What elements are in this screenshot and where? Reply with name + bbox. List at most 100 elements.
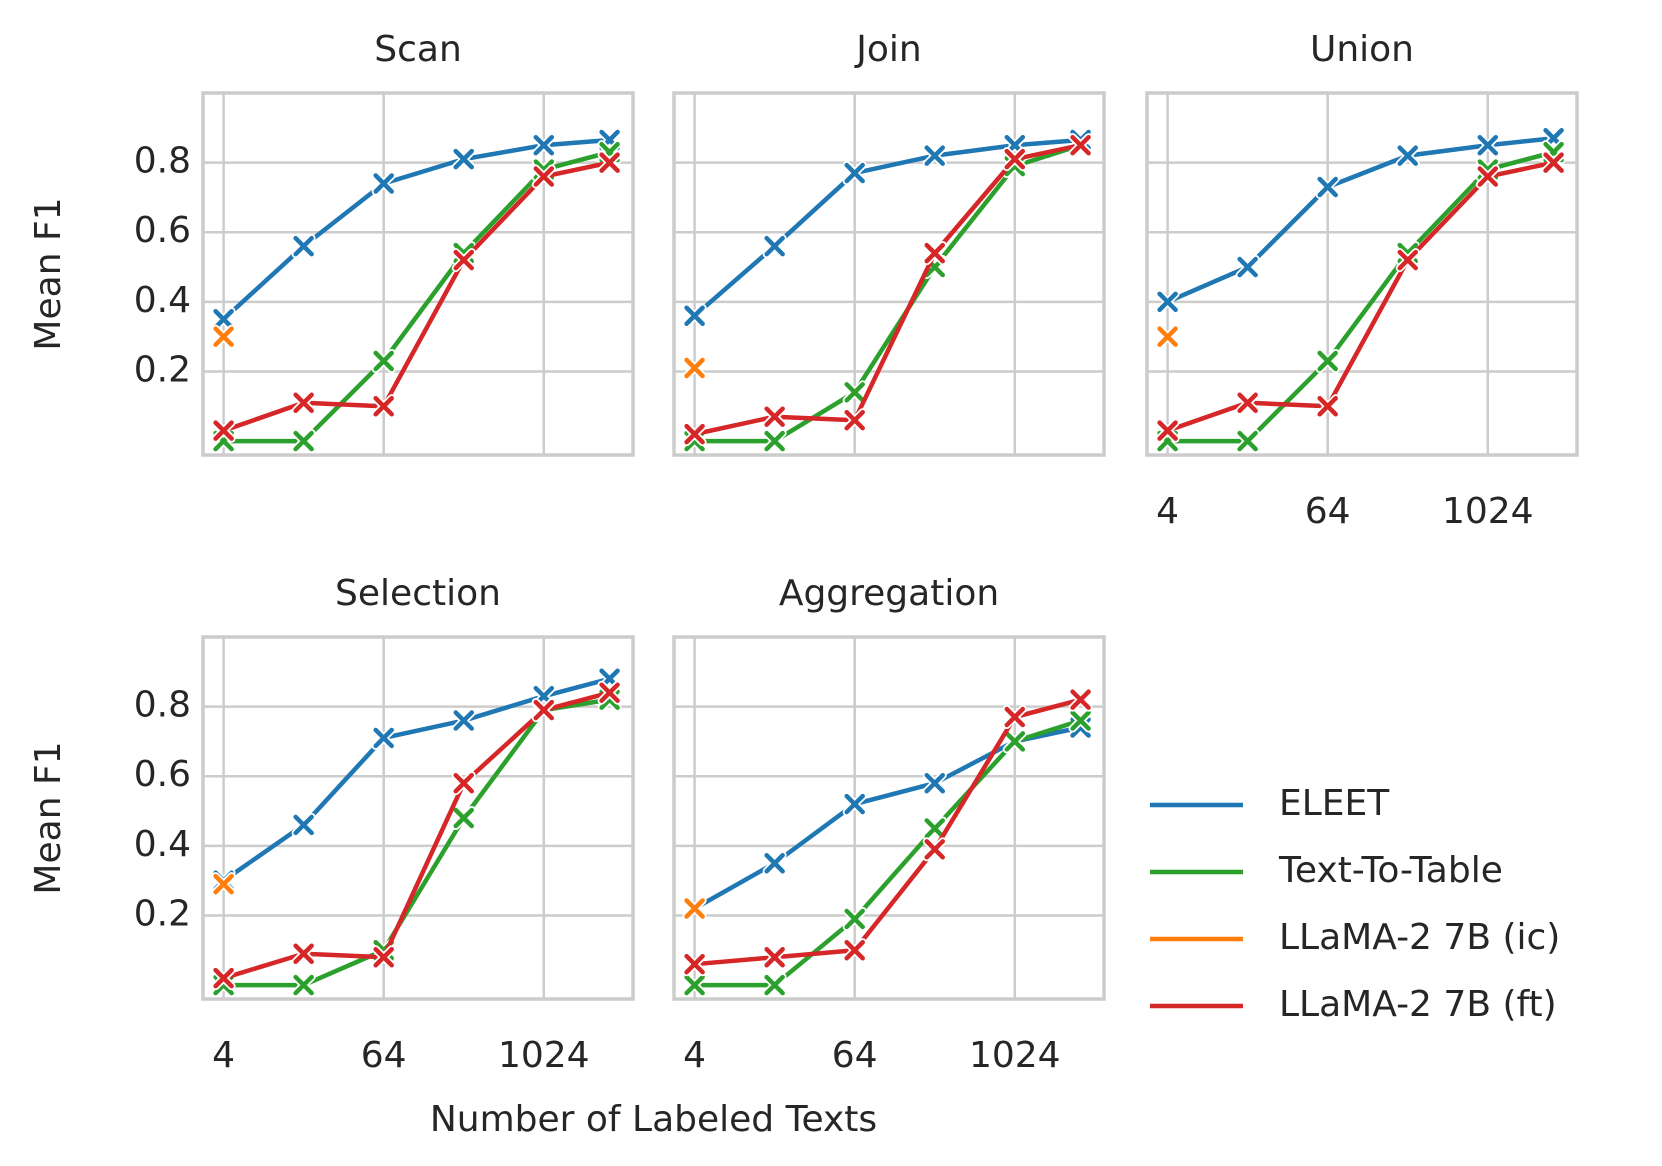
data-marker bbox=[211, 966, 236, 991]
data-marker bbox=[1155, 324, 1180, 349]
series-line bbox=[222, 676, 611, 883]
series-line bbox=[694, 718, 1082, 988]
data-marker bbox=[762, 234, 787, 259]
marker-x bbox=[1237, 256, 1258, 278]
marker-x bbox=[453, 772, 474, 794]
x-tick-label: 1024 bbox=[1442, 491, 1534, 532]
marker-x bbox=[1317, 350, 1338, 372]
x-tick-label: 64 bbox=[1305, 491, 1351, 532]
marker-x bbox=[764, 430, 785, 452]
data-marker bbox=[682, 973, 707, 998]
series-line bbox=[1166, 160, 1555, 433]
data-marker bbox=[1068, 133, 1093, 158]
x-tick-label: 4 bbox=[683, 1035, 706, 1076]
marker-x bbox=[373, 350, 394, 372]
data-marker bbox=[1315, 174, 1340, 199]
data-marker bbox=[211, 324, 236, 349]
marker-x bbox=[213, 326, 234, 347]
y-tick-label: 0.2 bbox=[134, 893, 191, 934]
y-tick-label: 0.6 bbox=[134, 210, 191, 251]
marker-x bbox=[213, 309, 234, 330]
marker-x bbox=[599, 682, 620, 703]
data-marker bbox=[1235, 429, 1260, 454]
marker-x bbox=[924, 839, 945, 860]
data-marker bbox=[682, 952, 707, 977]
marker-x bbox=[1477, 166, 1499, 187]
data-marker bbox=[1002, 729, 1027, 754]
marker-x bbox=[213, 420, 234, 441]
marker-x bbox=[684, 953, 705, 975]
panel-title: Selection bbox=[335, 573, 501, 614]
plot-frame bbox=[672, 91, 1106, 457]
marker-x bbox=[453, 710, 474, 731]
marker-x bbox=[1317, 176, 1338, 198]
marker-x bbox=[1477, 134, 1499, 156]
data-marker bbox=[451, 248, 476, 273]
legend-label: ELEET bbox=[1279, 783, 1390, 824]
x-tick-label: 1024 bbox=[498, 1035, 590, 1076]
marker-x bbox=[293, 430, 314, 452]
data-marker bbox=[1475, 133, 1500, 158]
data-marker bbox=[842, 161, 867, 186]
legend-label: LLaMA-2 7B (ft) bbox=[1279, 984, 1557, 1025]
marker-x bbox=[924, 145, 945, 166]
data-marker bbox=[531, 133, 556, 158]
series-line bbox=[693, 137, 1081, 318]
data-marker bbox=[1235, 390, 1260, 415]
marker-x bbox=[924, 242, 945, 264]
data-marker bbox=[1068, 687, 1093, 712]
data-marker bbox=[1002, 705, 1027, 730]
marker-x bbox=[764, 946, 785, 968]
data-marker bbox=[451, 147, 476, 172]
y-tick-label: 0.4 bbox=[134, 280, 191, 321]
marker-x bbox=[1397, 145, 1418, 166]
data-marker bbox=[291, 973, 316, 998]
marker-x bbox=[844, 162, 865, 184]
data-marker bbox=[762, 973, 787, 998]
y-axis-label: Mean F1 bbox=[28, 197, 69, 350]
x-tick-label: 4 bbox=[1156, 491, 1179, 532]
marker-x bbox=[684, 423, 705, 445]
legend-label: LLaMA-2 7B (ic) bbox=[1279, 917, 1560, 958]
data-marker bbox=[597, 680, 622, 705]
y-tick-label: 0.6 bbox=[134, 754, 191, 795]
marker-x bbox=[533, 134, 555, 156]
data-marker bbox=[922, 816, 947, 841]
data-marker bbox=[371, 725, 396, 750]
series-line bbox=[1167, 149, 1555, 444]
data-marker bbox=[682, 355, 707, 380]
marker-x bbox=[1237, 430, 1258, 452]
marker-x bbox=[684, 357, 705, 379]
series-line bbox=[694, 143, 1082, 444]
marker-x bbox=[1157, 420, 1178, 441]
marker-x bbox=[293, 392, 314, 414]
data-marker bbox=[451, 708, 476, 733]
marker-x bbox=[1004, 731, 1026, 752]
plot-frame bbox=[201, 91, 635, 457]
data-marker bbox=[1395, 248, 1420, 273]
marker-x bbox=[533, 699, 555, 721]
data-marker bbox=[211, 307, 236, 332]
marker-x bbox=[1157, 291, 1178, 313]
data-marker bbox=[1235, 255, 1260, 280]
marker-x bbox=[844, 793, 865, 815]
marker-x bbox=[373, 173, 394, 194]
marker-x bbox=[213, 967, 234, 989]
series-line bbox=[694, 697, 1082, 967]
y-tick-label: 0.2 bbox=[134, 349, 191, 390]
x-tick-label: 64 bbox=[832, 1035, 878, 1076]
data-marker bbox=[371, 945, 396, 970]
x-tick-label: 64 bbox=[361, 1035, 407, 1076]
marker-x bbox=[293, 814, 314, 836]
data-marker bbox=[1068, 708, 1093, 733]
marker-x bbox=[453, 807, 474, 829]
data-marker bbox=[451, 806, 476, 830]
marker-x bbox=[533, 166, 555, 187]
data-marker bbox=[842, 408, 867, 433]
panel-title: Join bbox=[854, 29, 921, 70]
marker-x bbox=[373, 396, 394, 417]
marker-x bbox=[764, 853, 785, 874]
data-marker bbox=[451, 771, 476, 796]
marker-x bbox=[1543, 152, 1564, 173]
data-marker bbox=[371, 349, 396, 374]
